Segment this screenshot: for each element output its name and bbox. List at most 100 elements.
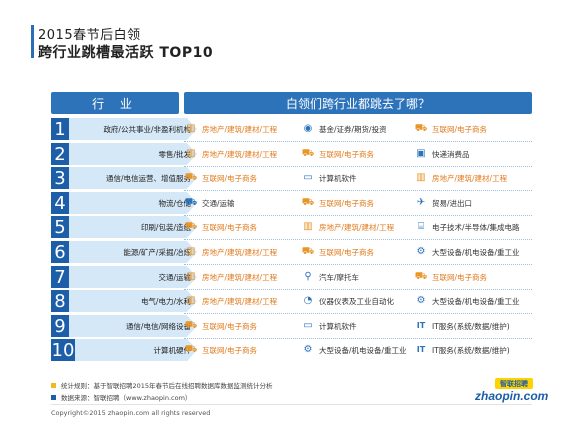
yellow-dot-icon: [51, 382, 56, 388]
destination-label: 互联网/电子商务: [202, 173, 258, 183]
zhaopin-logo: 智联招聘 zhaopin.com: [475, 378, 548, 408]
table-row: 5 印刷/包装/造纸 ⛟ 互联网/电子商务 ▥ 房地产/建筑/建材/工程 ⌸ 电子技术/半导体…: [51, 216, 532, 238]
destination-label: 大型设备/机电设备/重工业: [319, 345, 407, 355]
destination-label: 互联网/电子商务: [319, 247, 375, 257]
building-icon: ▥: [186, 246, 196, 257]
destination-cell: ⌸ 电子技术/半导体/集成电路: [414, 216, 532, 238]
box-icon: ▣: [416, 148, 426, 159]
rank-number: 9: [51, 315, 69, 337]
building-icon: ▥: [186, 123, 196, 134]
machine-icon: ⚙: [303, 344, 313, 355]
destination-cell: ◔ 仪器仪表及工业自动化: [301, 290, 413, 312]
destination-cell: ⛟ 交通/运输: [184, 192, 296, 214]
destination-label: 贸易/进出口: [432, 198, 473, 208]
table-row: 7 交通/运输 ▥ 房地产/建筑/建材/工程 ⚲ 汽车/摩托车 ⛟ 互联网/电子商务: [51, 266, 532, 288]
gauge-icon: ◔: [303, 295, 313, 306]
cart-icon: ⛟: [414, 123, 428, 134]
destination-cell: ◉ 基金/证券/期货/投资: [301, 118, 413, 140]
destination-cell: ⛟ 互联网/电子商务: [184, 315, 296, 337]
cart-icon: ⛟: [184, 320, 198, 331]
page-title-line1: 2015春节后白领: [38, 28, 141, 43]
logo-badge: 智联招聘: [495, 378, 533, 389]
destination-label: 互联网/电子商务: [202, 222, 258, 232]
building-icon: ▥: [186, 271, 196, 282]
it-icon: IT: [416, 345, 426, 354]
destination-cell: ▣ 快递消费品: [414, 143, 532, 165]
destination-label: 房地产/建筑/建材/工程: [202, 124, 278, 134]
title-accent-bar: [31, 25, 34, 58]
destination-cell: ⚙ 大型设备/机电设备/重工业: [301, 339, 413, 361]
destination-header: 白领们跨行业都跳去了哪？: [184, 92, 532, 114]
table-row: 4 物流/仓储 ⛟ 交通/运输 ⛟ 互联网/电子商务 ✈ 贸易/进出口: [51, 192, 532, 214]
destination-cell: IT IT服务(系统/数据/维护): [414, 315, 532, 337]
destination-cell: ▥ 房地产/建筑/建材/工程: [184, 266, 296, 288]
cart-icon: ⛟: [301, 246, 315, 257]
row-divider: [184, 141, 532, 142]
copyright: Copyright©2015 zhaopin.com all rights re…: [51, 409, 211, 417]
industry-label: 政府/公共事业/非盈利机构: [69, 118, 197, 140]
table-row: 8 电气/电力/水利 ▥ 房地产/建筑/建材/工程 ◔ 仪器仪表及工业自动化 ⚙ 大型设备/机…: [51, 290, 532, 312]
cart-icon: ⛟: [184, 344, 198, 355]
destination-label: 互联网/电子商务: [432, 124, 488, 134]
rank-number: 2: [51, 143, 69, 165]
destination-label: 房地产/建筑/建材/工程: [202, 272, 278, 282]
rank-number: 4: [51, 192, 69, 214]
destination-label: 大型设备/机电设备/重工业: [432, 247, 520, 257]
page-title-line2: 跨行业跳槽最活跃 TOP10: [38, 45, 214, 61]
rank-number: 7: [51, 266, 69, 288]
destination-label: 房地产/建筑/建材/工程: [319, 222, 395, 232]
destination-label: 仪器仪表及工业自动化: [319, 296, 394, 306]
cart-icon: ⛟: [301, 197, 315, 208]
destination-cell: ▥ 房地产/建筑/建材/工程: [184, 118, 296, 140]
footer-divider: [51, 404, 532, 405]
destination-cell: ⚲ 汽车/摩托车: [301, 266, 413, 288]
table-row: 2 零售/批发 ▥ 房地产/建筑/建材/工程 ⛟ 互联网/电子商务 ▣ 快递消费品: [51, 143, 532, 165]
destination-label: 房地产/建筑/建材/工程: [432, 173, 508, 183]
industry-label: 电气/电力/水利: [69, 290, 197, 312]
industry-label: 能源/矿产/采掘/冶炼: [69, 241, 197, 263]
destination-cell: ▥ 房地产/建筑/建材/工程: [414, 167, 532, 189]
row-divider: [184, 264, 532, 265]
destination-label: 房地产/建筑/建材/工程: [202, 149, 278, 159]
destination-label: 互联网/电子商务: [432, 272, 488, 282]
destination-cell: ⛟ 互联网/电子商务: [414, 118, 532, 140]
industry-label: 通信/电信运营、增值服务: [69, 167, 197, 189]
cart-icon: ⛟: [184, 221, 198, 232]
destination-cell: ⚙ 大型设备/机电设备/重工业: [414, 241, 532, 263]
destination-label: 互联网/电子商务: [319, 149, 375, 159]
destination-label: 互联网/电子商务: [319, 198, 375, 208]
footer-note-source: 数据来源：智联招聘（www.zhaopin.com）: [51, 392, 191, 402]
destination-cell: ▥ 房地产/建筑/建材/工程: [184, 241, 296, 263]
blue-dot-icon: [51, 394, 56, 400]
destination-label: 计算机软件: [319, 173, 357, 183]
industry-label: 印刷/包装/造纸: [69, 216, 197, 238]
cart-icon: ⛟: [301, 148, 315, 159]
footer-note2: 数据来源：智联招聘（www.zhaopin.com）: [61, 394, 192, 402]
destination-cell: ⛟ 互联网/电子商务: [301, 143, 413, 165]
chip-icon: ⌸: [418, 221, 424, 232]
destination-cell: ▥ 房地产/建筑/建材/工程: [301, 216, 413, 238]
table-row: 1 政府/公共事业/非盈利机构 ▥ 房地产/建筑/建材/工程 ◉ 基金/证券/期货/投资 ⛟…: [51, 118, 532, 140]
motorbike-icon: ⚲: [304, 271, 312, 282]
destination-cell: IT IT服务(系统/数据/维护): [414, 339, 532, 361]
rank-number: 8: [51, 290, 69, 312]
destination-cell: ⛟ 互联网/电子商务: [301, 192, 413, 214]
industry-label: 计算机硬件: [75, 339, 197, 361]
destination-cell: ▥ 房地产/建筑/建材/工程: [184, 143, 296, 165]
destination-cell: ▥ 房地产/建筑/建材/工程: [184, 290, 296, 312]
rank-number: 10: [51, 339, 75, 361]
table-row: 9 通信/电信/网络设备 ⛟ 互联网/电子商务 ▭ 计算机软件 IT IT服务(系统/数据/维…: [51, 315, 532, 337]
destination-label: 交通/运输: [202, 198, 235, 208]
industry-label: 通信/电信/网络设备: [69, 315, 197, 337]
destination-label: 快递消费品: [432, 149, 470, 159]
destination-cell: ⛟ 互联网/电子商务: [184, 339, 296, 361]
destination-cell: ▭ 计算机软件: [301, 315, 413, 337]
destination-cell: ⚙ 大型设备/机电设备/重工业: [414, 290, 532, 312]
footer-note1: 统计规则：基于智联招聘2015年春节后在线招聘数据库数据监测统计分析: [61, 382, 273, 390]
rank-number: 1: [51, 118, 69, 140]
rank-number: 5: [51, 216, 69, 238]
truck-icon: ⛟: [184, 197, 198, 208]
row-divider: [184, 338, 532, 339]
row-divider: [184, 289, 532, 290]
destination-label: 房地产/建筑/建材/工程: [202, 296, 278, 306]
